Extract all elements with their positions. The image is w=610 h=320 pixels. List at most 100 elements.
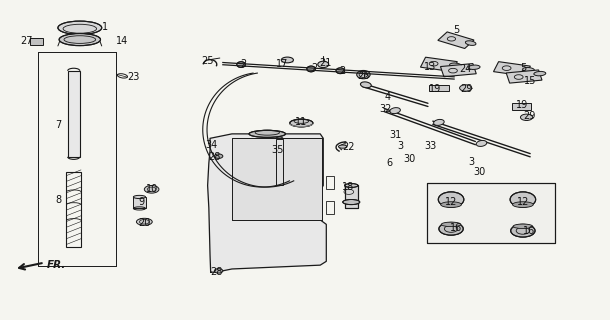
Ellipse shape	[450, 63, 461, 68]
Circle shape	[459, 85, 472, 91]
Text: FR.: FR.	[47, 260, 66, 269]
Ellipse shape	[511, 224, 535, 237]
Ellipse shape	[439, 192, 464, 207]
Text: 2: 2	[312, 63, 318, 73]
Bar	[232, 138, 322, 220]
Text: 23: 23	[127, 72, 140, 82]
Text: 4: 4	[385, 92, 391, 102]
Ellipse shape	[336, 68, 345, 74]
Ellipse shape	[534, 71, 546, 76]
Bar	[276, 139, 283, 185]
Bar	[429, 85, 448, 91]
Text: 6: 6	[386, 157, 392, 168]
Ellipse shape	[249, 130, 285, 137]
Text: 32: 32	[379, 104, 392, 114]
Bar	[30, 38, 43, 45]
Text: 1: 1	[102, 22, 109, 32]
Text: 5: 5	[520, 63, 526, 73]
Ellipse shape	[357, 70, 370, 79]
Ellipse shape	[137, 218, 152, 225]
Text: 16: 16	[450, 223, 462, 233]
Text: 17: 17	[276, 60, 288, 69]
Text: 12: 12	[445, 197, 458, 207]
Text: 31: 31	[389, 130, 401, 140]
Text: 14: 14	[117, 36, 129, 45]
Text: 9: 9	[139, 197, 145, 207]
Text: 21: 21	[320, 58, 332, 68]
Ellipse shape	[281, 57, 293, 63]
Bar	[134, 197, 146, 208]
Text: 7: 7	[56, 120, 62, 130]
Ellipse shape	[441, 222, 461, 227]
Text: 22: 22	[343, 142, 355, 152]
Ellipse shape	[510, 192, 536, 207]
Ellipse shape	[290, 119, 313, 127]
Ellipse shape	[361, 82, 371, 88]
Bar	[232, 138, 322, 220]
Bar	[427, 183, 554, 243]
Polygon shape	[207, 134, 326, 272]
Text: 34: 34	[206, 140, 218, 150]
Bar	[427, 183, 554, 243]
Text: 26: 26	[357, 71, 370, 81]
Ellipse shape	[345, 184, 358, 188]
Ellipse shape	[434, 119, 444, 125]
Text: 24: 24	[459, 64, 472, 74]
Circle shape	[520, 114, 533, 121]
Text: 5: 5	[453, 25, 459, 35]
Text: 12: 12	[517, 197, 529, 207]
Bar	[66, 172, 81, 247]
Ellipse shape	[439, 222, 463, 235]
Text: 15: 15	[524, 76, 536, 86]
Ellipse shape	[339, 145, 347, 148]
Ellipse shape	[318, 61, 329, 68]
Bar	[326, 176, 334, 189]
Ellipse shape	[59, 34, 101, 46]
Text: 16: 16	[523, 226, 535, 236]
Ellipse shape	[134, 196, 146, 198]
Bar	[68, 71, 80, 157]
Ellipse shape	[307, 66, 315, 72]
Text: 30: 30	[473, 167, 485, 177]
Polygon shape	[438, 32, 474, 49]
Text: 29: 29	[523, 111, 535, 121]
Text: 28: 28	[209, 152, 221, 162]
Text: 2: 2	[340, 67, 346, 76]
Text: 33: 33	[424, 141, 437, 151]
Text: 19: 19	[429, 84, 442, 94]
Text: 18: 18	[342, 182, 354, 192]
Ellipse shape	[214, 154, 223, 158]
Ellipse shape	[440, 202, 461, 207]
Text: 35: 35	[271, 146, 284, 156]
Ellipse shape	[468, 65, 480, 69]
Polygon shape	[506, 70, 542, 83]
Ellipse shape	[58, 21, 102, 35]
Text: 11: 11	[295, 117, 307, 127]
Text: 8: 8	[56, 195, 62, 205]
Bar	[345, 186, 358, 208]
Ellipse shape	[214, 269, 223, 273]
Ellipse shape	[237, 62, 245, 68]
Polygon shape	[440, 64, 476, 77]
Ellipse shape	[390, 108, 400, 114]
Text: 25: 25	[201, 56, 214, 66]
Polygon shape	[420, 57, 458, 72]
Text: 20: 20	[138, 218, 151, 228]
Ellipse shape	[476, 140, 487, 147]
Text: 3: 3	[468, 156, 475, 167]
Text: 27: 27	[20, 36, 32, 46]
Ellipse shape	[343, 199, 360, 204]
Ellipse shape	[465, 41, 476, 45]
Bar	[512, 103, 531, 110]
Bar	[345, 186, 358, 208]
Ellipse shape	[523, 68, 534, 72]
Text: 19: 19	[515, 100, 528, 110]
Text: 28: 28	[210, 267, 223, 277]
Text: 13: 13	[424, 62, 437, 72]
Text: 29: 29	[461, 84, 473, 94]
Text: 2: 2	[240, 59, 246, 69]
Bar	[326, 201, 334, 214]
Text: 3: 3	[397, 141, 403, 151]
Ellipse shape	[512, 202, 533, 207]
Polygon shape	[493, 62, 530, 76]
